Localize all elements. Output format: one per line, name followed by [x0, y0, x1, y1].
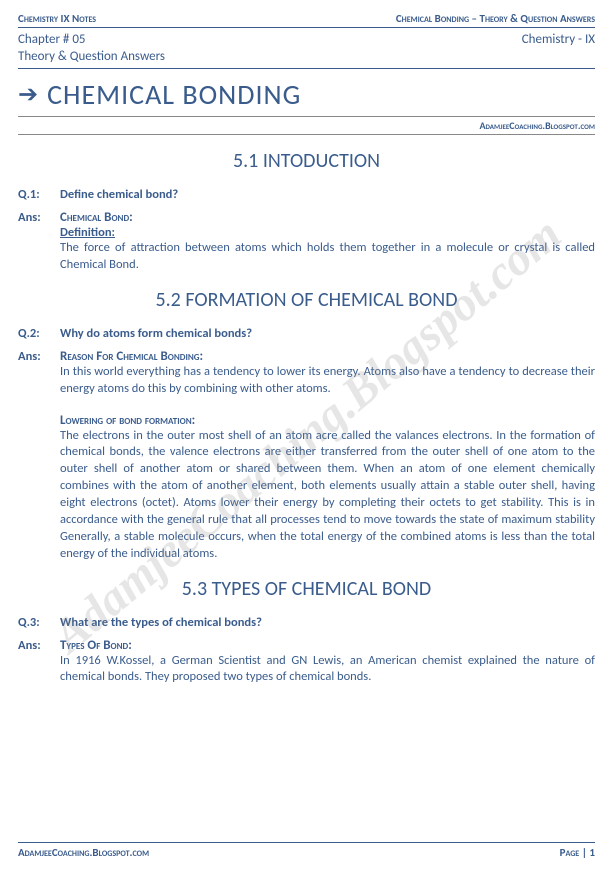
answer-heading: Chemical Bond: — [60, 210, 595, 225]
header-right: Chemical Bonding – Theory & Question Ans… — [396, 12, 595, 25]
answer-row: Ans: Reason For Chemical Bonding: In thi… — [18, 349, 595, 563]
answer-heading: Reason For Chemical Bonding: — [60, 349, 595, 364]
document-page: AdamjeeCoaching.Blogspot.com Chemistry I… — [0, 0, 613, 869]
header-left: Chemistry IX Notes — [18, 12, 96, 25]
answer-subheading: Definition: — [60, 225, 595, 240]
main-title: ➔ CHEMICAL BONDING — [18, 77, 595, 112]
question-row: Q.3: What are the types of chemical bond… — [18, 615, 595, 630]
answer-paragraph: The force of attraction between atoms wh… — [60, 240, 595, 274]
section-title-3: 5.3 TYPES OF CHEMICAL BOND — [18, 577, 595, 601]
answer-label: Ans: — [18, 210, 52, 274]
answer-body: Reason For Chemical Bonding: In this wor… — [60, 349, 595, 563]
question-label: Q.3: — [18, 615, 52, 630]
question-text: Define chemical bond? — [60, 187, 595, 202]
subtitle: Theory & Question Answers — [18, 49, 595, 64]
header-top: Chemistry IX Notes Chemical Bonding – Th… — [18, 12, 595, 28]
question-text: Why do atoms form chemical bonds? — [60, 326, 595, 341]
title-text: CHEMICAL BONDING — [47, 77, 301, 112]
question-label: Q.2: — [18, 326, 52, 341]
divider — [18, 68, 595, 69]
footer-page: Page | 1 — [560, 846, 595, 859]
answer-row: Ans: Chemical Bond: Definition: The forc… — [18, 210, 595, 274]
question-row: Q.1: Define chemical bond? — [18, 187, 595, 202]
footer-left: AdamjeeCoaching.Blogspot.com — [18, 846, 149, 859]
answer-label: Ans: — [18, 349, 52, 563]
answer-label: Ans: — [18, 638, 52, 687]
answer-body: Types Of Bond: In 1916 W.Kossel, a Germa… — [60, 638, 595, 687]
answer-paragraph: In this world everything has a tendency … — [60, 364, 595, 398]
question-text: What are the types of chemical bonds? — [60, 615, 595, 630]
arrow-icon: ➔ — [18, 80, 39, 109]
answer-heading: Types Of Bond: — [60, 638, 595, 653]
question-row: Q.2: Why do atoms form chemical bonds? — [18, 326, 595, 341]
footer: AdamjeeCoaching.Blogspot.com Page | 1 — [18, 842, 595, 859]
divider — [18, 116, 595, 117]
chapter-number: Chapter # 05 — [18, 32, 86, 47]
question-label: Q.1: — [18, 187, 52, 202]
answer-subheading: Lowering of bond formation: — [60, 413, 595, 428]
answer-body: Chemical Bond: Definition: The force of … — [60, 210, 595, 274]
header-sub: Chapter # 05 Chemistry - IX — [18, 32, 595, 47]
grade-label: Chemistry - IX — [522, 32, 595, 47]
answer-paragraph: The electrons in the outer most shell of… — [60, 428, 595, 563]
section-title-1: 5.1 INTODUCTION — [18, 149, 595, 173]
blog-url: AdamjeeCoaching.Blogspot.com — [18, 119, 595, 135]
answer-row: Ans: Types Of Bond: In 1916 W.Kossel, a … — [18, 638, 595, 687]
section-title-2: 5.2 FORMATION OF CHEMICAL BOND — [18, 288, 595, 312]
answer-paragraph: In 1916 W.Kossel, a German Scientist and… — [60, 653, 595, 687]
